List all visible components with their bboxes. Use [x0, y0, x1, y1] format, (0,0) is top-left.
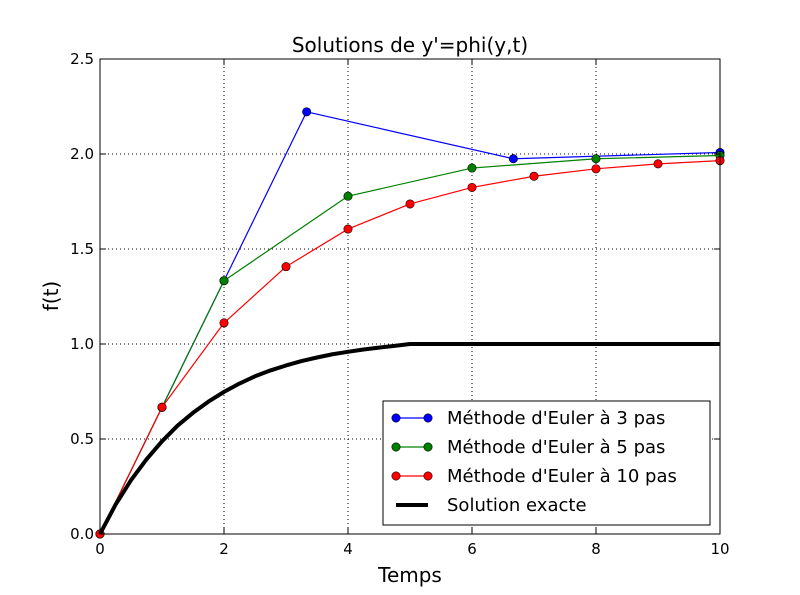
y-tick-label: 0.0 [70, 525, 94, 543]
data-point [405, 199, 415, 209]
y-tick-label: 1.0 [70, 335, 94, 353]
series-4 [98, 342, 720, 535]
data-point [508, 154, 518, 164]
legend-box [382, 400, 711, 526]
data-point [219, 276, 229, 286]
x-tick-label: 6 [467, 540, 477, 558]
legend: Méthode d'Euler à 3 pas Méthode d'Euler à… [382, 400, 711, 526]
y-axis-label: f(t) [39, 281, 63, 312]
legend-label: Méthode d'Euler à 10 pas [447, 466, 677, 487]
data-point [591, 164, 601, 174]
y-tick-label: 0.5 [70, 430, 94, 448]
y-tick-label: 1.5 [70, 240, 94, 258]
series-3 [95, 156, 725, 539]
data-point [302, 107, 312, 117]
legend-label: Solution exacte [447, 495, 587, 516]
data-point [467, 163, 477, 173]
legend-marker [423, 442, 433, 452]
data-point [343, 191, 353, 201]
x-tick-label: 0 [95, 540, 105, 558]
y-tick-label: 2.0 [70, 145, 94, 163]
data-point [653, 159, 663, 169]
legend-marker [423, 413, 433, 423]
legend-marker [391, 471, 401, 481]
data-point [281, 262, 291, 272]
data-point [529, 171, 539, 181]
chart-title: Solutions de y'=phi(y,t) [292, 33, 528, 57]
axis-ticks: 0 2 4 6 8 10 0.0 0.5 1.0 1.5 2.0 2.5 [70, 50, 729, 558]
legend-label: Méthode d'Euler à 3 pas [447, 408, 665, 429]
legend-marker [391, 413, 401, 423]
data-point [219, 318, 229, 328]
data-point [467, 182, 477, 192]
data-point [157, 402, 167, 412]
plot-series [95, 107, 725, 539]
x-tick-label: 4 [343, 540, 353, 558]
legend-marker [423, 471, 433, 481]
x-tick-label: 8 [591, 540, 601, 558]
plot-frame [99, 58, 721, 535]
x-axis-label: Temps [377, 563, 442, 587]
x-tick-label: 2 [219, 540, 229, 558]
data-point [591, 154, 601, 164]
y-tick-label: 2.5 [70, 50, 94, 68]
legend-label: Méthode d'Euler à 5 pas [447, 437, 665, 458]
legend-marker [391, 442, 401, 452]
exact-solution-line [98, 342, 720, 535]
data-point [343, 224, 353, 234]
x-tick-label: 10 [710, 540, 729, 558]
